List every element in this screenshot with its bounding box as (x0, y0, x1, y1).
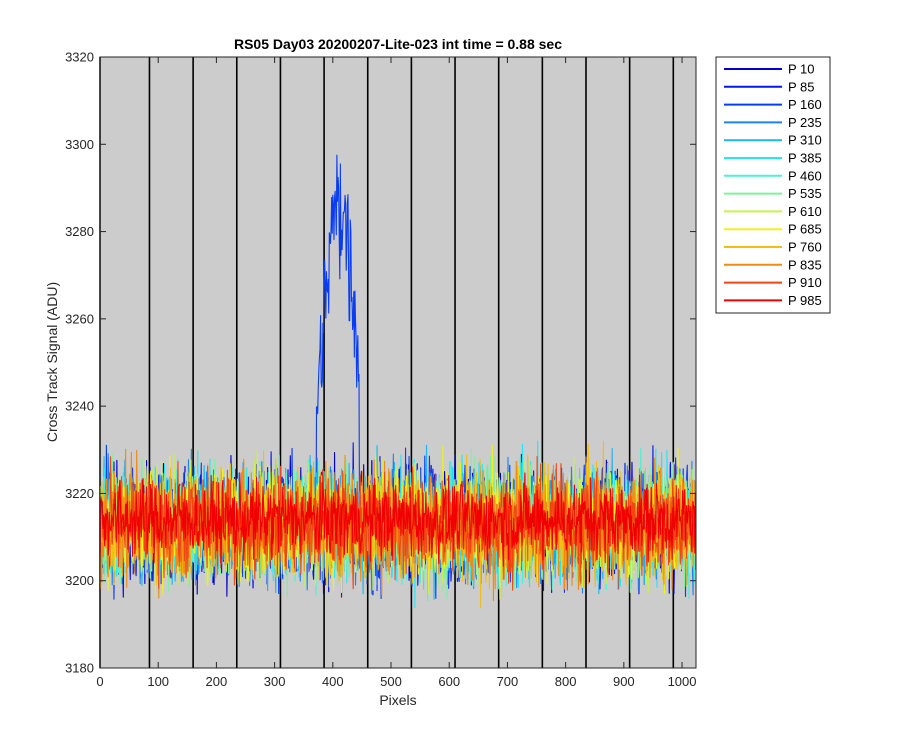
legend-label: P 160 (788, 97, 822, 112)
legend-label: P 835 (788, 257, 822, 272)
legend-label: P 460 (788, 168, 822, 183)
x-tick-label: 100 (147, 674, 169, 689)
y-tick-label: 3280 (65, 224, 94, 239)
legend-label: P 760 (788, 240, 822, 255)
legend-label: P 310 (788, 133, 822, 148)
x-tick-label: 200 (206, 674, 228, 689)
x-tick-label: 600 (438, 674, 460, 689)
legend-label: P 235 (788, 115, 822, 130)
x-tick-label: 300 (264, 674, 286, 689)
y-axis-label: Cross Track Signal (ADU) (44, 282, 60, 442)
x-tick-label: 1000 (668, 674, 697, 689)
x-tick-label: 700 (497, 674, 519, 689)
legend-label: P 85 (788, 79, 815, 94)
y-tick-label: 3180 (65, 661, 94, 676)
chart-title: RS05 Day03 20200207-Lite-023 int time = … (234, 36, 562, 52)
y-axis-ticks: 3180 3200 3220 3240 3260 3280 3300 3320 (65, 50, 696, 676)
x-tick-label: 0 (96, 674, 103, 689)
y-tick-label: 3240 (65, 399, 94, 414)
y-tick-label: 3300 (65, 137, 94, 152)
legend-box (715, 56, 831, 314)
x-tick-label: 400 (322, 674, 344, 689)
y-tick-label: 3200 (65, 573, 94, 588)
legend-label: P 610 (788, 204, 822, 219)
legend: P 10 P 85 P 160 P 235 P 310 P 385 P 460 P 535 P … (715, 56, 831, 314)
x-tick-label: 800 (555, 674, 577, 689)
legend-label: P 10 (788, 62, 815, 77)
plot-frame (99, 56, 697, 669)
x-tick-label: 900 (613, 674, 635, 689)
series-line-p910 (99, 455, 696, 591)
series-line-p985 (99, 469, 696, 569)
legend-label: P 535 (788, 186, 822, 201)
y-tick-label: 3220 (65, 486, 94, 501)
y-tick-label: 3260 (65, 311, 94, 326)
x-tick-label: 500 (380, 674, 402, 689)
y-tick-label: 3320 (65, 50, 94, 65)
series-lines (99, 154, 696, 609)
legend-label: P 685 (788, 222, 822, 237)
legend-label: P 985 (788, 293, 822, 308)
legend-label: P 385 (788, 151, 822, 166)
x-axis-ticks: 0 100 200 300 400 500 600 700 800 900 1000 (96, 57, 696, 689)
x-axis-label: Pixels (379, 692, 416, 708)
legend-label: P 910 (788, 275, 822, 290)
